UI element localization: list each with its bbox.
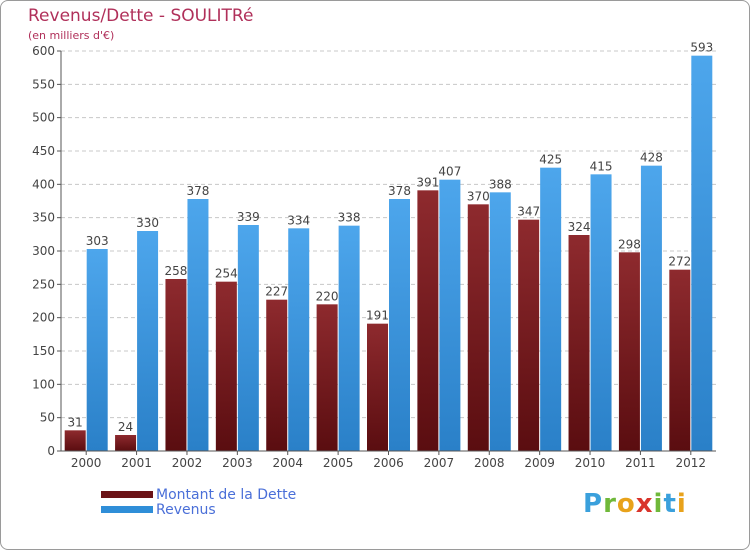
bar-revenus-2008 bbox=[489, 192, 511, 452]
bar-revenus-2009 bbox=[540, 167, 562, 451]
data-label-dette-2000: 31 bbox=[68, 415, 83, 429]
bar-dette-2006 bbox=[367, 323, 388, 451]
data-label-revenus-2005: 338 bbox=[338, 211, 361, 225]
logo-letter: o bbox=[616, 489, 636, 519]
y-tick-label: 400 bbox=[32, 177, 55, 191]
x-tick-label: 2004 bbox=[272, 456, 303, 470]
x-tick-label: 2008 bbox=[474, 456, 505, 470]
y-tick-label: 450 bbox=[32, 144, 55, 158]
legend-label-revenus: Revenus bbox=[156, 502, 216, 518]
x-tick-label: 2002 bbox=[172, 456, 203, 470]
data-label-revenus-2000: 303 bbox=[86, 234, 109, 248]
bar-dette-2002 bbox=[165, 279, 187, 451]
bar-revenus-2006 bbox=[389, 199, 410, 451]
proxiti-logo: Proxiti bbox=[583, 489, 687, 519]
logo-letter: P bbox=[583, 489, 604, 519]
data-label-dette-2008: 370 bbox=[467, 189, 490, 203]
data-label-dette-2001: 24 bbox=[118, 420, 133, 434]
bar-dette-2008 bbox=[467, 204, 489, 451]
y-tick-label: 350 bbox=[32, 211, 55, 225]
data-label-dette-2006: 191 bbox=[366, 309, 389, 323]
data-label-revenus-2001: 330 bbox=[136, 216, 159, 230]
chart-title: Revenus/Dette - SOULITRé bbox=[28, 6, 254, 26]
y-tick-label: 150 bbox=[32, 344, 55, 358]
x-tick-label: 2000 bbox=[71, 456, 102, 470]
bar-revenus-2000 bbox=[86, 249, 108, 451]
x-tick-label: 2011 bbox=[625, 456, 656, 470]
data-label-dette-2009: 347 bbox=[517, 205, 540, 219]
data-label-revenus-2011: 428 bbox=[640, 151, 663, 165]
data-label-dette-2005: 220 bbox=[316, 289, 339, 303]
y-tick-label: 550 bbox=[32, 77, 55, 91]
x-tick-label: 2010 bbox=[575, 456, 606, 470]
bar-revenus-2004 bbox=[288, 228, 310, 451]
data-label-revenus-2008: 388 bbox=[489, 177, 512, 191]
legend-swatch-revenus bbox=[101, 506, 153, 513]
logo-letter: i bbox=[653, 489, 664, 519]
y-tick-label: 0 bbox=[47, 444, 55, 458]
data-label-revenus-2010: 415 bbox=[590, 159, 613, 173]
bar-revenus-2007 bbox=[439, 179, 461, 451]
data-label-revenus-2007: 407 bbox=[438, 165, 461, 179]
bar-dette-2003 bbox=[215, 281, 237, 451]
data-label-revenus-2004: 334 bbox=[287, 213, 310, 227]
bar-dette-2001 bbox=[115, 435, 137, 451]
bar-dette-2000 bbox=[64, 430, 86, 451]
y-tick-label: 300 bbox=[32, 244, 55, 258]
bar-dette-2005 bbox=[316, 304, 338, 451]
data-label-dette-2010: 324 bbox=[568, 220, 591, 234]
bar-revenus-2001 bbox=[137, 231, 159, 451]
x-tick-label: 2005 bbox=[323, 456, 354, 470]
data-label-revenus-2002: 378 bbox=[187, 184, 210, 198]
data-label-dette-2004: 227 bbox=[265, 285, 288, 299]
data-label-revenus-2009: 425 bbox=[539, 153, 562, 167]
x-tick-label: 2012 bbox=[676, 456, 707, 470]
x-tick-label: 2001 bbox=[121, 456, 152, 470]
bar-dette-2010 bbox=[568, 235, 590, 451]
data-label-dette-2003: 254 bbox=[215, 267, 238, 281]
logo-letter: r bbox=[603, 489, 617, 519]
data-label-revenus-2003: 339 bbox=[237, 210, 260, 224]
y-tick-label: 250 bbox=[32, 277, 55, 291]
y-tick-label: 500 bbox=[32, 111, 55, 125]
logo-letter: x bbox=[635, 489, 654, 519]
y-tick-label: 50 bbox=[40, 411, 55, 425]
legend-label-dette: Montant de la Dette bbox=[156, 487, 297, 503]
bar-dette-2011 bbox=[618, 252, 640, 451]
data-label-dette-2012: 272 bbox=[668, 255, 691, 269]
x-tick-label: 2009 bbox=[524, 456, 555, 470]
legend-swatch-dette bbox=[101, 491, 153, 498]
y-tick-label: 200 bbox=[32, 311, 55, 325]
bar-revenus-2010 bbox=[590, 174, 612, 452]
y-tick-label: 600 bbox=[32, 44, 55, 58]
data-label-dette-2007: 391 bbox=[416, 175, 439, 189]
bar-revenus-2002 bbox=[187, 199, 209, 451]
x-tick-label: 2003 bbox=[222, 456, 253, 470]
bar-dette-2007 bbox=[417, 190, 439, 452]
data-label-revenus-2006: 378 bbox=[388, 184, 411, 198]
data-label-revenus-2012: 593 bbox=[690, 41, 713, 55]
bar-dette-2004 bbox=[266, 299, 288, 451]
chart-subtitle: (en milliers d'€) bbox=[28, 29, 115, 42]
bar-revenus-2005 bbox=[338, 225, 360, 451]
bar-revenus-2011 bbox=[640, 165, 662, 451]
bar-dette-2009 bbox=[518, 219, 540, 451]
logo-letter: t bbox=[663, 489, 677, 519]
logo-letter: i bbox=[676, 489, 687, 519]
data-label-dette-2011: 298 bbox=[618, 237, 641, 251]
bar-revenus-2003 bbox=[237, 225, 259, 451]
bar-revenus-2012 bbox=[691, 55, 713, 452]
x-tick-label: 2007 bbox=[424, 456, 455, 470]
y-tick-label: 100 bbox=[32, 377, 55, 391]
x-tick-label: 2006 bbox=[373, 456, 404, 470]
data-label-dette-2002: 258 bbox=[165, 264, 188, 278]
bar-dette-2012 bbox=[669, 269, 691, 451]
